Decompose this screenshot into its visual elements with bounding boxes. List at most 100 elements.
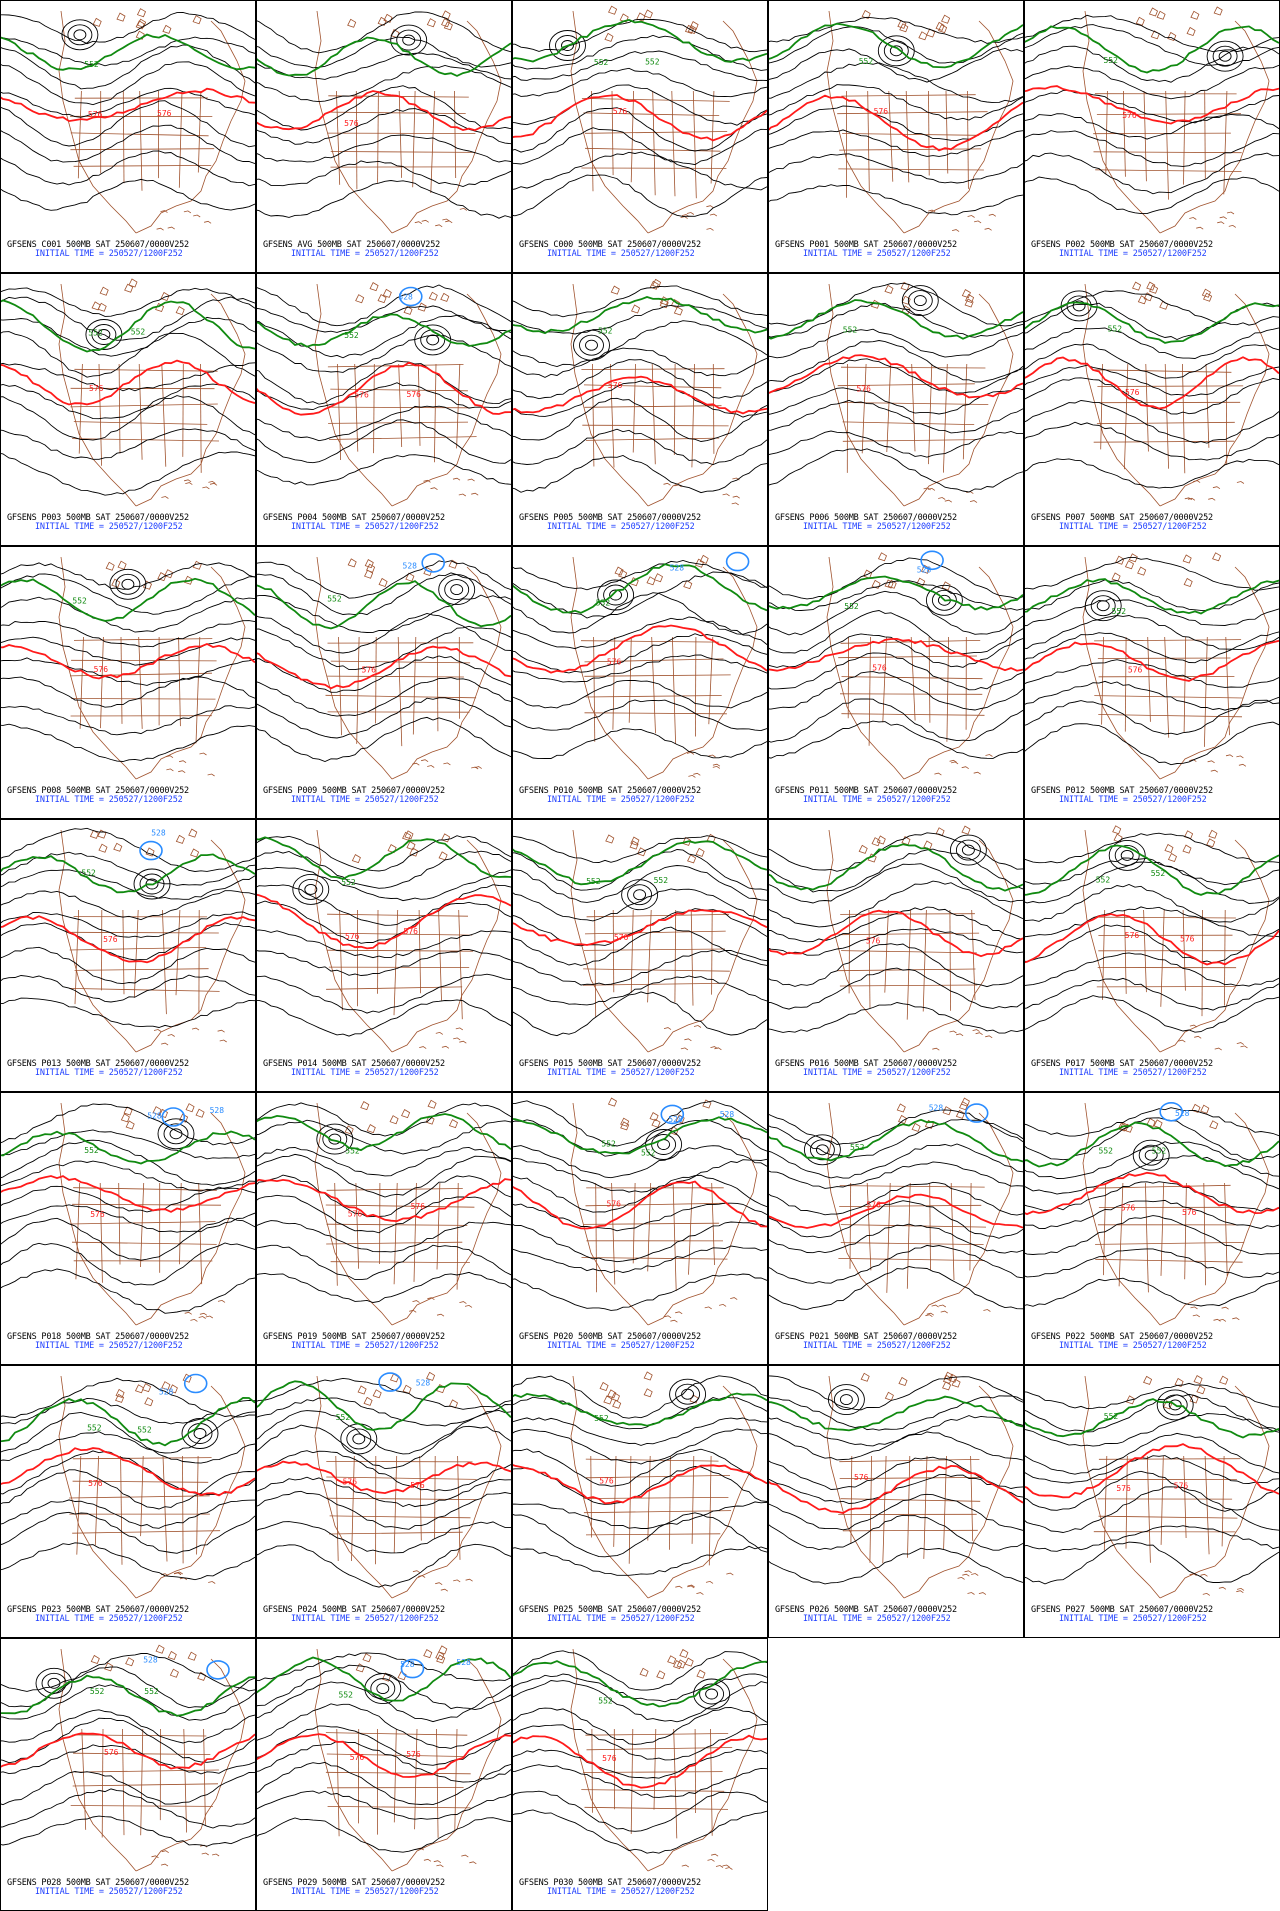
panel-initial-time: INITIAL TIME = 250527/1200F252 [291, 795, 439, 805]
contour-552-line [513, 1660, 767, 1708]
height-contours [257, 1377, 511, 1588]
contour-label-552: 552 [641, 1148, 656, 1157]
panel-caption: GFSENS P016 500MB SAT 250607/0000V252 [775, 1059, 957, 1069]
contour-552-line [257, 1113, 511, 1152]
ensemble-member-panel[interactable]: 552 576 528 GFSENS P021 500MB SAT 250607/00… [768, 1092, 1024, 1365]
height-contour-map: 552 576 [769, 281, 1023, 507]
ensemble-member-panel[interactable]: 552 576 GFSENS P005 500MB SAT 250607/0000V… [512, 273, 768, 546]
panel-caption: GFSENS C000 500MB SAT 250607/0000V252 [519, 240, 701, 250]
panel-initial-time: INITIAL TIME = 250527/1200F252 [291, 1887, 439, 1897]
ensemble-member-panel[interactable]: 552 552 576 GFSENS P003 500MB SAT 250607/00… [0, 273, 256, 546]
panel-caption: GFSENS P011 500MB SAT 250607/0000V252 [775, 786, 957, 796]
contour-576-line [1025, 356, 1279, 410]
height-contour-map: 552 552 576 [513, 829, 767, 1053]
ensemble-member-panel[interactable]: 552 576 528 GFSENS P009 500MB SAT 250607/00… [256, 546, 512, 819]
contour-label-576: 576 [103, 935, 118, 944]
north-america-outline [570, 1097, 758, 1326]
ensemble-member-panel[interactable]: 552 576 GFSENS P002 500MB SAT 250607/0000V… [1024, 0, 1280, 273]
low-center-ring [964, 1103, 989, 1123]
height-contours [1025, 556, 1279, 766]
height-contour-map: 576 [257, 10, 511, 234]
contour-576-line [1025, 639, 1279, 682]
contour-label-552: 552 [1104, 1412, 1119, 1421]
contour-label-552: 552 [596, 598, 611, 607]
panel-initial-time: INITIAL TIME = 250527/1200F252 [547, 1341, 695, 1351]
ensemble-member-panel[interactable]: 576 GFSENS AVG 500MB SAT 250607/0000V252 I… [256, 0, 512, 273]
ensemble-member-panel[interactable]: 552 552 576 528 GFSENS P023 500MB SAT 250607… [0, 1365, 256, 1638]
panel-initial-time: INITIAL TIME = 250527/1200F252 [291, 1614, 439, 1624]
contour-552-line [513, 18, 767, 63]
contour-label-552: 552 [1151, 869, 1166, 878]
panel-caption: GFSENS P001 500MB SAT 250607/0000V252 [775, 240, 957, 250]
contour-label-576: 576 [607, 1200, 622, 1209]
ensemble-member-panel[interactable]: 552 576 576 GFSENS C001 500MB SAT 250607/00… [0, 0, 256, 273]
ensemble-member-panel[interactable]: 552 576 576 528 528 GFSENS P029 500MB SAT 250… [256, 1638, 512, 1911]
panel-caption: GFSENS P013 500MB SAT 250607/0000V252 [7, 1059, 189, 1069]
contour-576-line [257, 1733, 511, 1778]
ensemble-member-panel[interactable]: 552 552 576 576 528 GFSENS P022 500MB SAT 250… [1024, 1092, 1280, 1365]
height-contour-map: 552 576 528 528 [1, 1102, 255, 1326]
ensemble-member-panel[interactable]: 552 552 576 576 GFSENS P017 500MB SAT 250607… [1024, 819, 1280, 1092]
panel-caption: GFSENS P019 500MB SAT 250607/0000V252 [263, 1332, 445, 1342]
ensemble-member-panel[interactable]: 552 576 576 528 GFSENS P004 500MB SAT 250607… [256, 273, 512, 546]
ensemble-member-panel[interactable]: 576 GFSENS P026 500MB SAT 250607/0000V252… [768, 1365, 1024, 1638]
contour-label-552: 552 [844, 602, 859, 611]
ensemble-member-panel[interactable]: 552 576 528 GFSENS P013 500MB SAT 250607/00… [0, 819, 256, 1092]
ensemble-member-panel[interactable]: 552 552 576 528 528 GFSENS P020 500MB SAT 250… [512, 1092, 768, 1365]
contour-576-line [257, 1178, 511, 1223]
height-contours [1025, 290, 1279, 489]
contour-label-576: 576 [354, 390, 369, 399]
contour-label-576: 576 [362, 666, 377, 675]
north-america-outline [58, 278, 246, 507]
panel-initial-time: INITIAL TIME = 250527/1200F252 [1059, 1341, 1207, 1351]
ensemble-member-panel[interactable]: 552 576 528 528 GFSENS P018 500MB SAT 250607… [0, 1092, 256, 1365]
ensemble-member-panel[interactable]: 552 552 576 GFSENS P015 500MB SAT 250607/00… [512, 819, 768, 1092]
contour-label-552: 552 [137, 1426, 152, 1435]
ensemble-member-panel[interactable]: 552 576 GFSENS P025 500MB SAT 250607/0000V… [512, 1365, 768, 1638]
ensemble-member-panel[interactable]: 552 576 528 GFSENS P010 500MB SAT 250607/00… [512, 546, 768, 819]
ensemble-member-panel[interactable]: 552 552 576 528 GFSENS P028 500MB SAT 250607… [0, 1638, 256, 1911]
contour-label-576: 576 [406, 1750, 421, 1759]
contour-552-line [513, 563, 767, 614]
contour-label-552: 552 [327, 595, 342, 604]
panel-initial-time: INITIAL TIME = 250527/1200F252 [803, 1341, 951, 1351]
contour-576-line [257, 645, 511, 690]
height-contour-map: 552 576 528 [257, 553, 511, 780]
north-america-outline [570, 5, 758, 234]
ensemble-member-panel[interactable]: 552 576 576 528 GFSENS P024 500MB SAT 250607… [256, 1365, 512, 1638]
ensemble-member-panel[interactable]: 576 GFSENS P016 500MB SAT 250607/0000V252… [768, 819, 1024, 1092]
panel-initial-time: INITIAL TIME = 250527/1200F252 [547, 522, 695, 532]
contour-label-576: 576 [1116, 1484, 1131, 1493]
ensemble-member-panel[interactable]: 552 576 GFSENS P008 500MB SAT 250607/0000V… [0, 546, 256, 819]
ensemble-member-panel[interactable]: 552 576 528 GFSENS P011 500MB SAT 250607/00… [768, 546, 1024, 819]
height-contour-map: 552 552 576 528 [1, 1644, 255, 1872]
ensemble-member-panel[interactable]: 552 552 576 GFSENS C000 500MB SAT 250607/00… [512, 0, 768, 273]
contour-576-line [1025, 1443, 1279, 1499]
height-contour-map: 552 576 576 [1025, 1375, 1279, 1599]
ensemble-member-panel[interactable]: 552 576 GFSENS P001 500MB SAT 250607/0000V… [768, 0, 1024, 273]
contour-576-line [769, 94, 1023, 152]
contour-label-552: 552 [84, 1146, 99, 1155]
ensemble-member-panel[interactable]: 552 576 GFSENS P007 500MB SAT 250607/0000V… [1024, 273, 1280, 546]
contour-label-552: 552 [344, 331, 359, 340]
ensemble-member-panel[interactable]: 552 576 576 GFSENS P019 500MB SAT 250607/00… [256, 1092, 512, 1365]
contour-576-line [513, 909, 767, 946]
contour-label-552: 552 [336, 1413, 351, 1422]
contour-552-line [513, 840, 767, 886]
ensemble-member-panel[interactable]: 552 576 GFSENS P012 500MB SAT 250607/0000V… [1024, 546, 1280, 819]
height-contour-map: 552 576 [513, 1648, 767, 1872]
ensemble-member-panel[interactable]: 552 576 576 GFSENS P014 500MB SAT 250607/00… [256, 819, 512, 1092]
contour-576-line [1, 915, 255, 964]
low-center-ring [421, 553, 445, 573]
ensemble-member-panel[interactable]: 552 576 GFSENS P030 500MB SAT 250607/0000V… [512, 1638, 768, 1911]
height-contour-map: 552 576 576 528 528 [257, 1645, 511, 1872]
panel-caption: GFSENS P020 500MB SAT 250607/0000V252 [519, 1332, 701, 1342]
north-america-outline [58, 556, 246, 780]
contour-label-low: 528 [159, 1388, 174, 1397]
height-contour-map: 552 552 576 [513, 5, 767, 234]
contour-552-line [1, 299, 255, 353]
contour-label-552: 552 [601, 1139, 616, 1148]
ensemble-member-panel[interactable]: 552 576 576 GFSENS P027 500MB SAT 250607/00… [1024, 1365, 1280, 1638]
ensemble-member-panel[interactable]: 552 576 GFSENS P006 500MB SAT 250607/0000V… [768, 273, 1024, 546]
panel-initial-time: INITIAL TIME = 250527/1200F252 [291, 1068, 439, 1078]
